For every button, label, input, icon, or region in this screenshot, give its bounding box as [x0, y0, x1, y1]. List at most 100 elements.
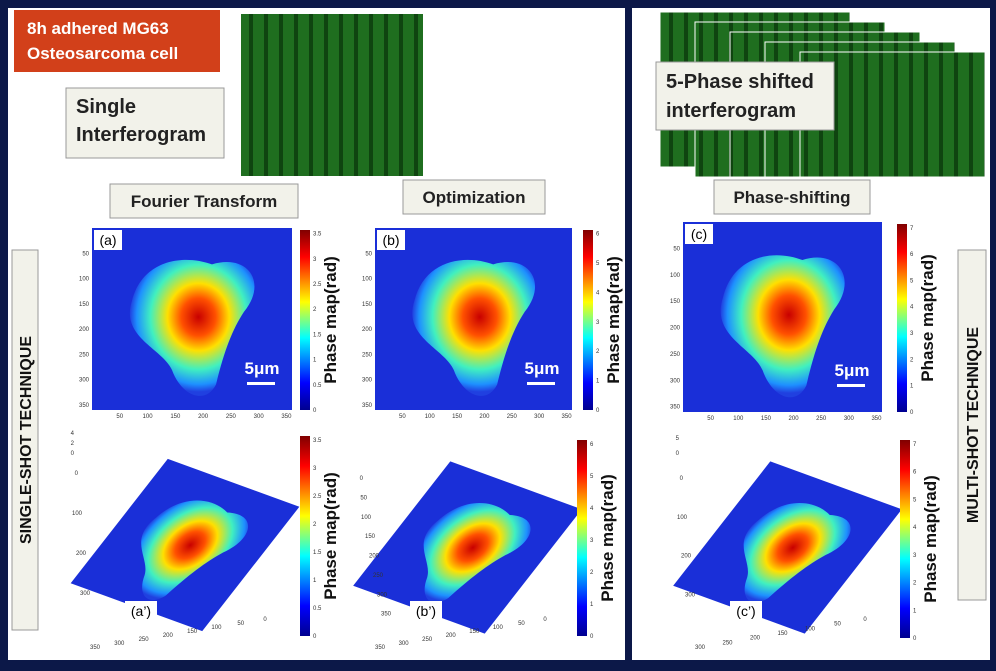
- x-tick-label: 200: [750, 636, 761, 642]
- scale-bar: [247, 382, 275, 385]
- colorbar: [897, 224, 907, 412]
- x-tick-label: 250: [139, 637, 150, 643]
- scale-bar: [837, 384, 865, 387]
- label-text: 5-Phase shifted: [666, 71, 814, 93]
- y-tick-label: 250: [79, 352, 90, 358]
- y-tick-label: 150: [362, 302, 373, 308]
- scale-bar: [527, 382, 555, 385]
- y-tick-label: 200: [362, 327, 373, 333]
- x-tick-label: 250: [422, 637, 433, 643]
- y-tick-label: 100: [79, 277, 90, 283]
- colorbar-label: Phase map(rad): [321, 472, 340, 600]
- panel-label: (a): [99, 232, 116, 248]
- colorbar-tick-label: 3.5: [313, 438, 322, 444]
- panel-label: (c): [691, 226, 707, 242]
- colorbar-label: Phase map(rad): [918, 254, 937, 382]
- y-tick-label: 350: [362, 403, 373, 409]
- colorbar: [900, 440, 910, 638]
- technique-label: MULTI-SHOT TECHNIQUE: [965, 327, 982, 523]
- x-tick-label: 50: [237, 621, 244, 627]
- y-tick-label: 150: [670, 299, 681, 305]
- y-tick-label: 300: [685, 592, 696, 598]
- y-tick-label: 300: [362, 378, 373, 384]
- x-tick-label: 150: [761, 416, 772, 422]
- y-tick-label: 350: [670, 405, 681, 411]
- panel-label: (b’): [416, 603, 436, 619]
- x-tick-label: 100: [493, 625, 504, 631]
- x-tick-label: 150: [170, 414, 181, 420]
- scale-bar-label: 5μm: [835, 361, 870, 380]
- x-tick-label: 300: [844, 416, 855, 422]
- y-tick-label: 100: [362, 277, 373, 283]
- x-tick-label: 150: [777, 631, 788, 637]
- y-tick-label: 200: [79, 327, 90, 333]
- colorbar-label: Phase map(rad): [604, 256, 623, 384]
- panel-label: (a’): [131, 603, 151, 619]
- x-tick-label: 350: [871, 416, 882, 422]
- colorbar: [577, 440, 587, 636]
- interferogram-image: [241, 14, 423, 176]
- x-tick-label: 200: [789, 416, 800, 422]
- x-tick-label: 200: [446, 633, 457, 639]
- x-tick-label: 350: [375, 645, 386, 651]
- y-tick-label: 100: [361, 515, 372, 521]
- x-tick-label: 300: [114, 641, 125, 647]
- colorbar: [583, 230, 593, 410]
- method-label: Fourier Transform: [131, 192, 277, 211]
- y-tick-label: 300: [670, 378, 681, 384]
- colorbar: [300, 230, 310, 410]
- x-tick-label: 200: [163, 633, 174, 639]
- y-tick-label: 200: [670, 326, 681, 332]
- x-tick-label: 50: [834, 622, 841, 628]
- x-tick-label: 200: [198, 414, 209, 420]
- y-tick-label: 50: [360, 495, 367, 501]
- technique-label: SINGLE-SHOT TECHNIQUE: [18, 336, 35, 544]
- y-tick-label: 250: [362, 352, 373, 358]
- x-tick-label: 250: [507, 414, 518, 420]
- panel-label: (c’): [736, 603, 755, 619]
- method-label: Phase-shifting: [733, 188, 850, 207]
- x-tick-label: 50: [399, 414, 406, 420]
- y-tick-label: 150: [365, 534, 376, 540]
- x-tick-label: 250: [816, 416, 827, 422]
- x-tick-label: 100: [733, 416, 744, 422]
- y-tick-label: 200: [681, 554, 692, 560]
- scale-bar-label: 5μm: [525, 359, 560, 378]
- page: 8h adhered MG63 Osteosarcoma cell Single…: [0, 0, 996, 671]
- y-tick-label: 350: [79, 403, 90, 409]
- figure: 8h adhered MG63 Osteosarcoma cell Single…: [0, 0, 996, 666]
- x-tick-label: 150: [452, 414, 463, 420]
- colorbar-tick-label: 3.5: [313, 232, 322, 238]
- y-tick-label: 50: [365, 251, 372, 257]
- x-tick-label: 300: [534, 414, 545, 420]
- x-tick-label: 50: [707, 416, 714, 422]
- label-text: Single: [76, 96, 136, 118]
- colorbar: [300, 436, 310, 636]
- y-tick-label: 50: [82, 251, 89, 257]
- sample-text: Osteosarcoma cell: [27, 44, 178, 63]
- x-tick-label: 100: [805, 626, 816, 632]
- x-tick-label: 250: [226, 414, 237, 420]
- x-tick-label: 100: [211, 625, 222, 631]
- y-tick-label: 350: [381, 612, 392, 618]
- y-tick-label: 250: [373, 573, 384, 579]
- x-tick-label: 250: [722, 640, 733, 646]
- colorbar-tick-label: 0.5: [313, 606, 322, 612]
- y-tick-label: 100: [677, 515, 688, 521]
- colorbar-label: Phase map(rad): [321, 256, 340, 384]
- y-tick-label: 100: [72, 511, 83, 517]
- colorbar-label: Phase map(rad): [598, 474, 617, 602]
- x-tick-label: 300: [399, 641, 410, 647]
- x-tick-label: 50: [518, 621, 525, 627]
- x-tick-label: 150: [187, 629, 198, 635]
- x-tick-label: 150: [469, 629, 480, 635]
- method-label: Optimization: [423, 188, 526, 207]
- x-tick-label: 100: [425, 414, 436, 420]
- y-tick-label: 200: [76, 551, 87, 557]
- scale-bar-label: 5μm: [245, 359, 280, 378]
- x-tick-label: 350: [562, 414, 573, 420]
- label-text: interferogram: [666, 100, 796, 122]
- y-tick-label: 150: [79, 302, 90, 308]
- x-tick-label: 200: [479, 414, 490, 420]
- x-tick-label: 350: [281, 414, 292, 420]
